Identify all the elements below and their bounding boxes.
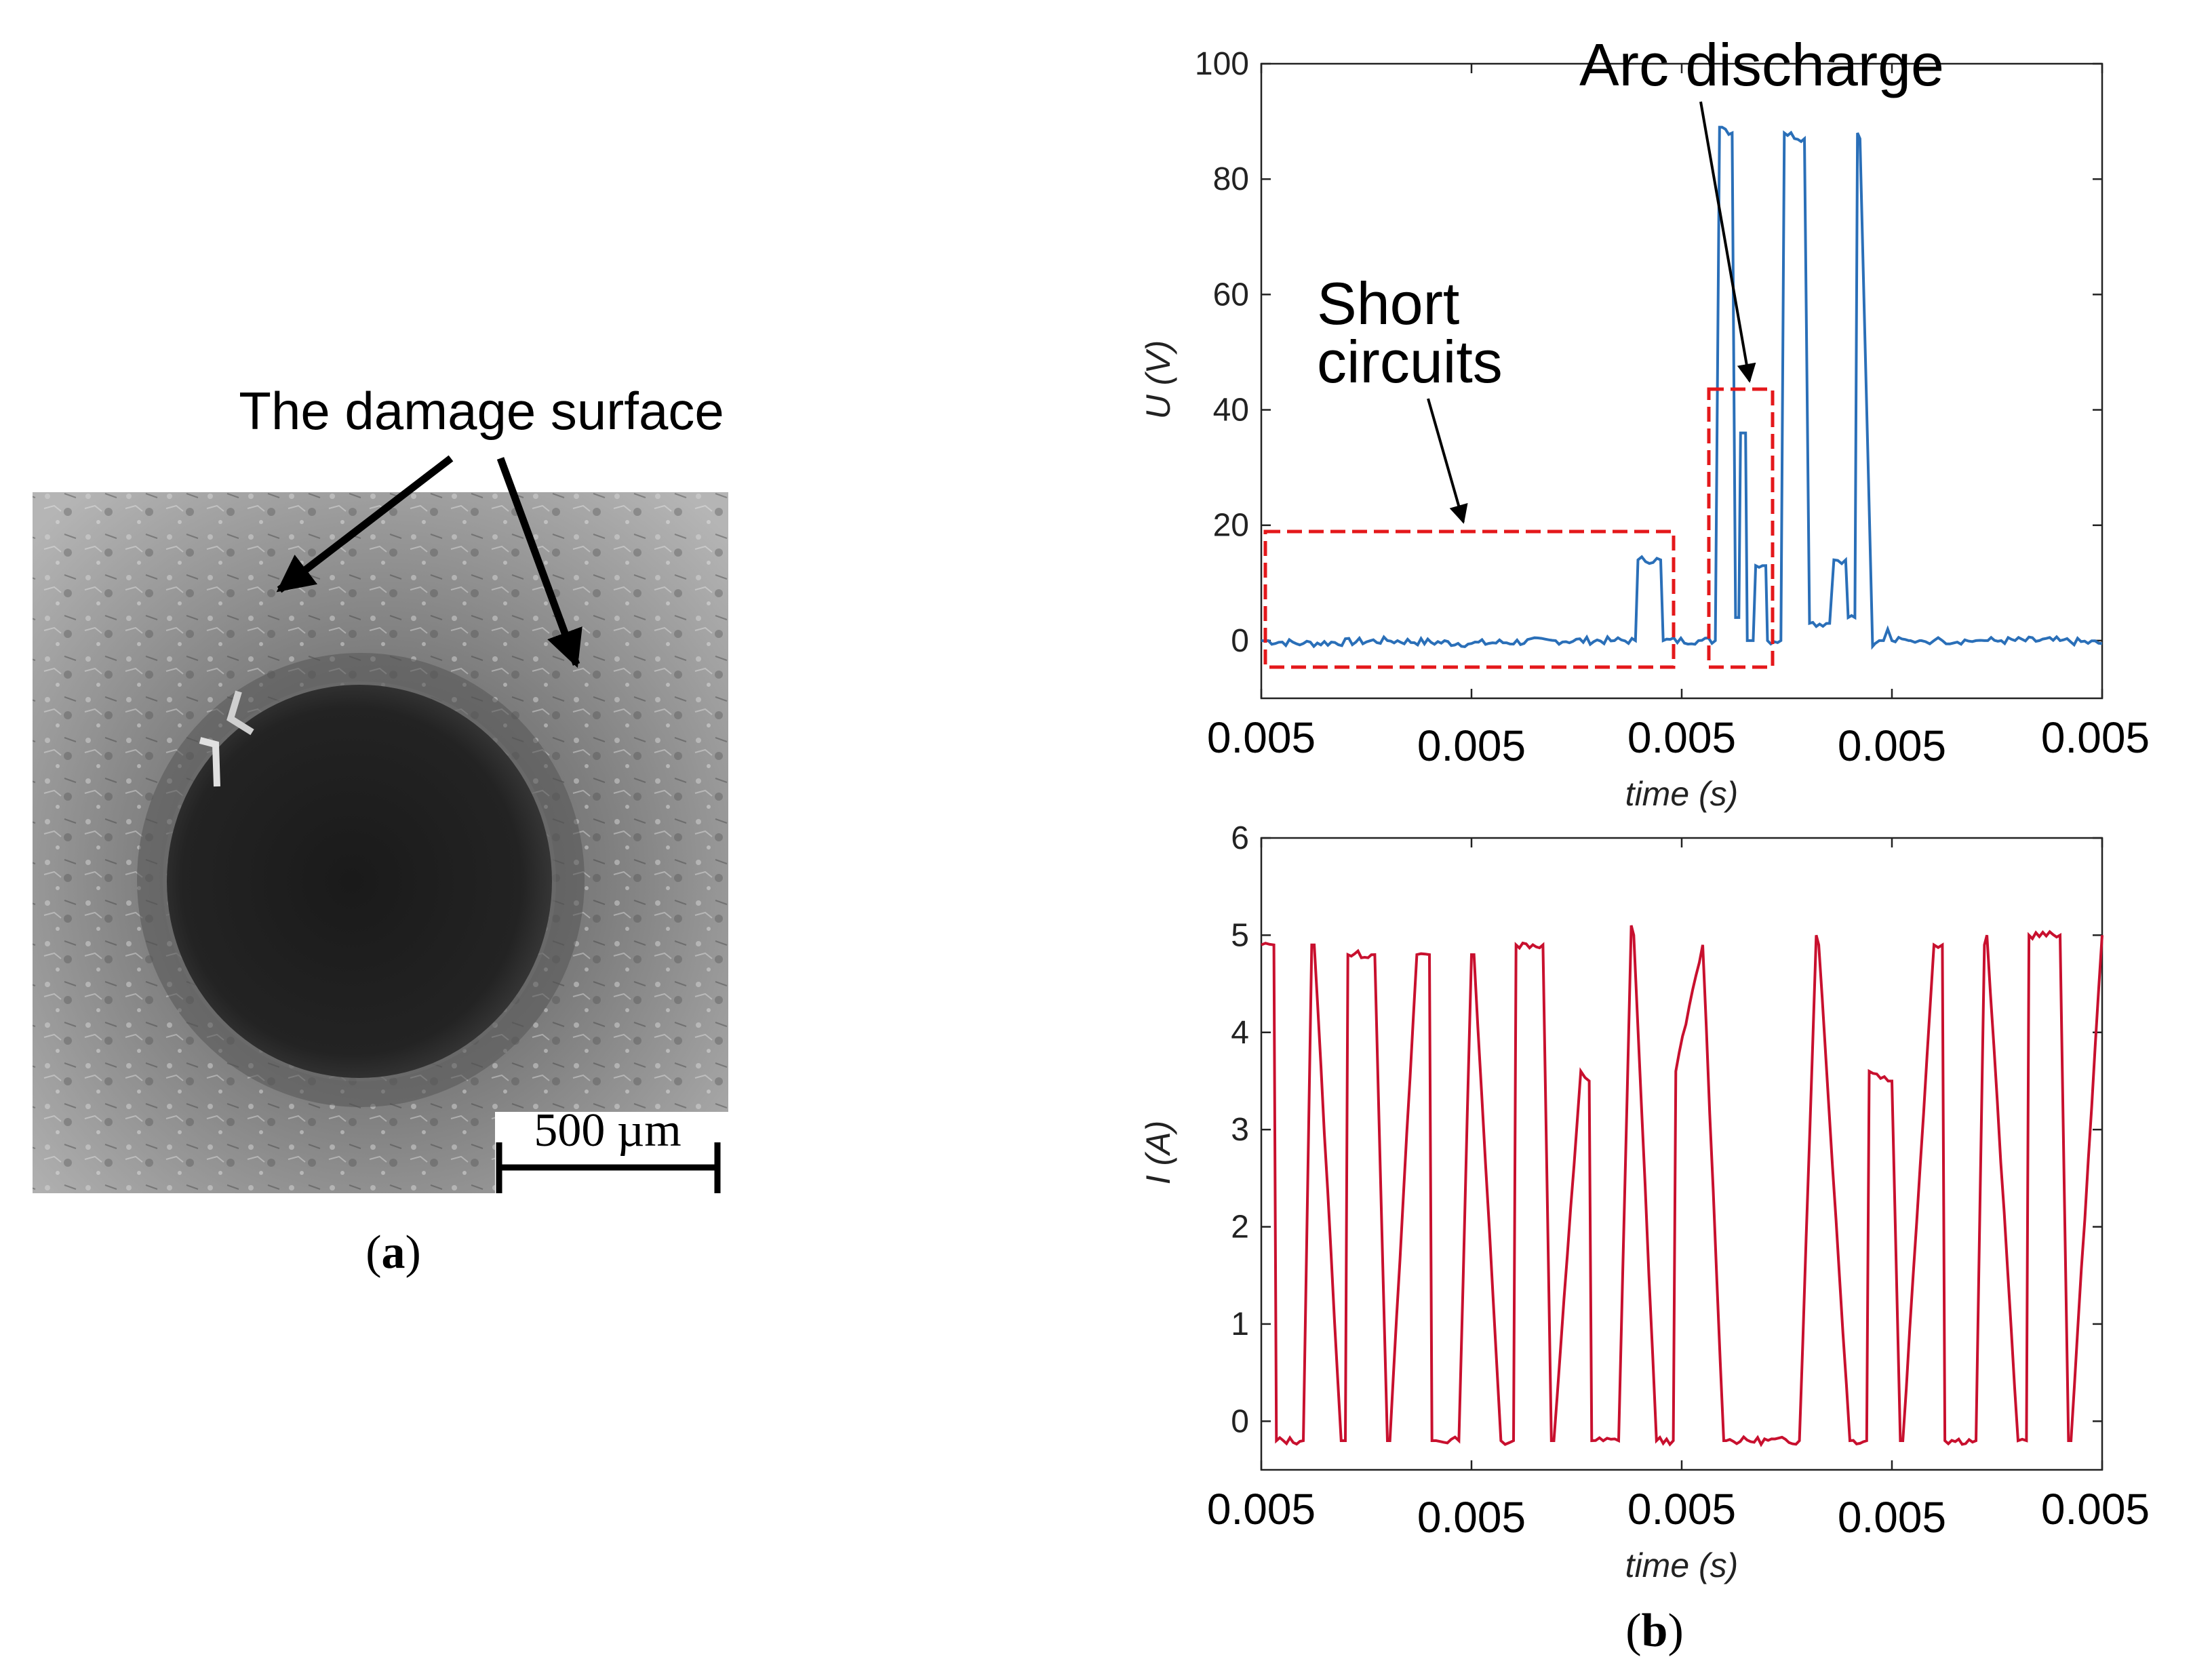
panel-a: The damage surface 500 µm (a) (33, 381, 728, 1279)
voltage-x-tick-label: 0.005 (2041, 713, 2150, 762)
current-x-tick-label: 0.005 (1627, 1485, 1736, 1534)
short-circuits-arrow (1427, 398, 1468, 524)
voltage-x-axis-label: time (s) (1625, 775, 1739, 813)
voltage-y-tick-label: 40 (1213, 393, 1249, 428)
voltage-y-tick-label: 0 (1231, 623, 1249, 659)
current-y-tick-label: 1 (1231, 1306, 1249, 1342)
short-circuits-box (1263, 529, 1676, 669)
damage-surface-label: The damage surface (239, 381, 724, 441)
damage-arrow-left (276, 455, 454, 593)
voltage-x-ticks: 0.005 0.005 0.005 0.005 0.005 (1207, 64, 2150, 770)
voltage-y-tick-label: 20 (1213, 508, 1249, 544)
voltage-y-tick-label: 60 (1213, 277, 1249, 313)
short-circuits-label-line1: Short (1317, 270, 1459, 337)
current-y-tick-label: 4 (1231, 1015, 1249, 1051)
current-y-ticks: 0 1 2 3 4 5 6 (1231, 820, 2102, 1439)
current-x-ticks: 0.005 0.005 0.005 0.005 0.005 (1207, 838, 2150, 1542)
current-x-tick-label: 0.005 (1838, 1493, 1946, 1542)
caption-b: (b) (1625, 1605, 1684, 1657)
damage-arrow-right (496, 457, 582, 668)
current-y-axis-label: I (A) (1139, 1121, 1177, 1184)
arc-discharge-label: Arc discharge (1579, 31, 1944, 98)
short-circuits-label-line2: circuits (1317, 328, 1503, 395)
voltage-x-tick-label: 0.005 (1838, 721, 1946, 770)
voltage-y-tick-label: 80 (1213, 161, 1249, 197)
voltage-y-ticks: 0 20 40 60 80 100 (1195, 46, 2102, 659)
caption-a: (a) (366, 1226, 421, 1279)
current-y-tick-label: 2 (1231, 1209, 1249, 1245)
arc-discharge-box (1707, 387, 1775, 669)
current-y-tick-label: 6 (1231, 820, 1249, 856)
current-x-tick-label: 0.005 (1207, 1485, 1316, 1534)
voltage-series-line (1261, 125, 2103, 650)
hole-shape (167, 685, 552, 1078)
scale-bar-label: 500 µm (534, 1104, 681, 1157)
caption-a-letter: a (382, 1226, 406, 1279)
current-y-tick-label: 5 (1231, 917, 1249, 953)
current-x-axis-label: time (s) (1625, 1546, 1739, 1584)
current-y-tick-label: 3 (1231, 1112, 1249, 1148)
arc-discharge-arrow (1699, 101, 1756, 383)
micrograph-image (33, 492, 728, 1193)
short-circuits-label: Short circuits (1317, 270, 1503, 395)
current-x-tick-label: 0.005 (1417, 1493, 1526, 1542)
current-y-tick-label: 0 (1231, 1403, 1249, 1439)
caption-b-letter: b (1642, 1605, 1668, 1657)
current-x-tick-label: 0.005 (2041, 1485, 2150, 1534)
voltage-x-tick-label: 0.005 (1627, 713, 1736, 762)
scale-bar: 500 µm (496, 1104, 721, 1193)
voltage-chart: 0 20 40 60 80 100 0.005 0.005 0.005 0.005 0.005 U… (1139, 31, 2150, 813)
voltage-x-tick-label: 0.005 (1207, 713, 1316, 762)
voltage-y-tick-label: 100 (1195, 46, 1249, 82)
current-series-line (1261, 925, 2103, 1447)
voltage-y-axis-label: U (V) (1139, 340, 1177, 420)
voltage-x-tick-label: 0.005 (1417, 721, 1526, 770)
